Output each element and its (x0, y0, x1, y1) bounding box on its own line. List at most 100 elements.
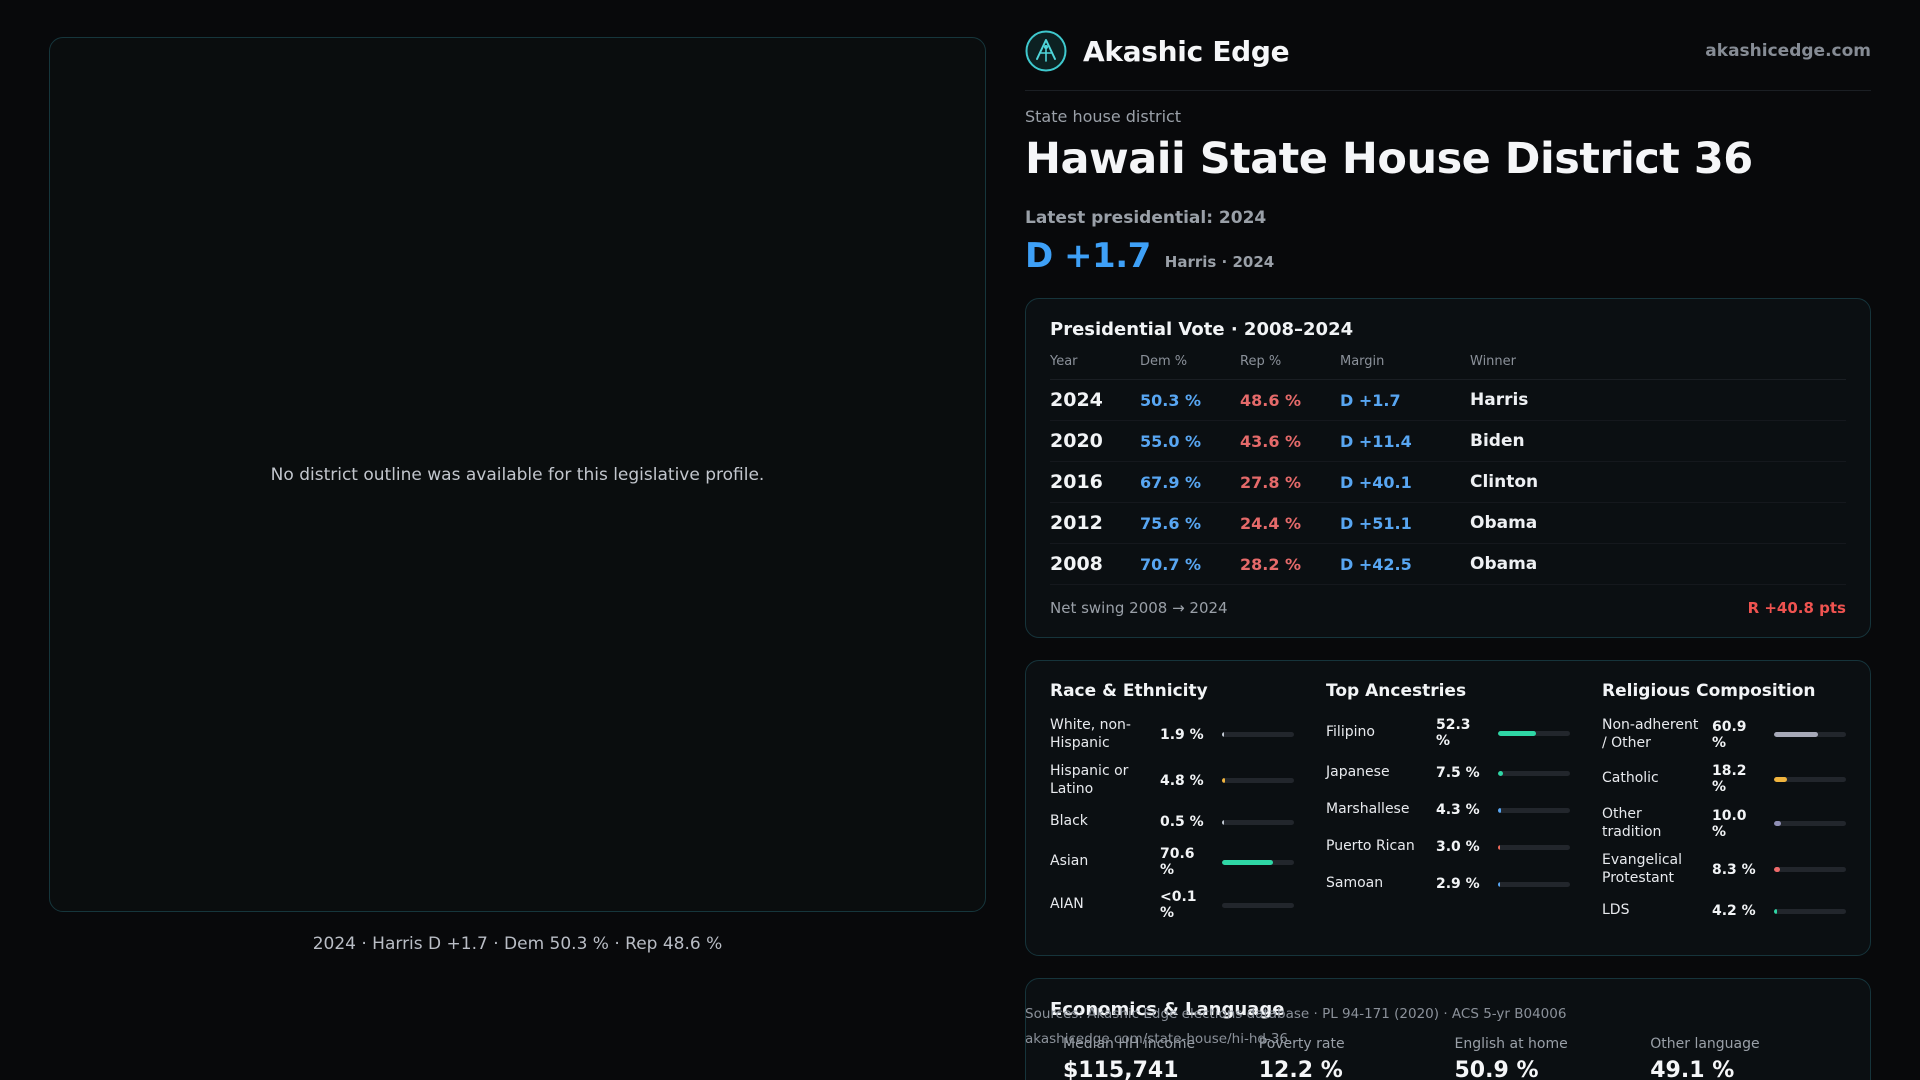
table-body: 2024 50.3 % 48.6 % D +1.7 Harris 2020 55… (1050, 380, 1846, 585)
demo-bar (1222, 902, 1294, 908)
presidential-vote-card: Presidential Vote · 2008–2024 Year Dem %… (1025, 298, 1871, 638)
stat-label: Other language (1650, 1036, 1760, 1052)
demo-bar (1222, 859, 1294, 865)
cell-rep: 43.6 % (1240, 431, 1302, 451)
table-row: 2008 70.7 % 28.2 % D +42.5 Obama (1050, 544, 1846, 585)
cell-margin: D +40.1 (1340, 472, 1412, 492)
district-map-panel: No district outline was available for th… (49, 37, 986, 912)
demo-row: Samoan 2.9 % (1326, 871, 1570, 897)
demo-bar (1774, 821, 1846, 826)
cell-rep: 28.2 % (1240, 554, 1302, 574)
cell-dem: 67.9 % (1140, 472, 1202, 492)
headline-margin: D +1.7 Harris · 2024 (1025, 236, 1871, 276)
demo-value: 2.9 % (1436, 876, 1480, 892)
net-swing-value: R +40.8 pts (1747, 599, 1846, 617)
cell-margin: D +1.7 (1340, 390, 1401, 410)
table-header-row: Year Dem % Rep % Margin Winner (1050, 354, 1846, 380)
stat-block: Median HH income $115,741 (1063, 1036, 1259, 1080)
demo-row: Non-adherent / Other 60.9 % (1602, 717, 1846, 752)
demo-row: AIAN <0.1 % (1050, 889, 1294, 921)
latest-presidential-label: Latest presidential: 2024 (1025, 208, 1267, 228)
cell-year: 2016 (1050, 471, 1103, 493)
table-row: 2016 67.9 % 27.8 % D +40.1 Clinton (1050, 462, 1846, 503)
demo-bar (1774, 867, 1846, 872)
demo-bar-fill (1222, 859, 1273, 865)
demo-bar-fill (1774, 867, 1780, 872)
net-swing-label: Net swing 2008 → 2024 (1050, 599, 1228, 617)
demo-label: Black (1050, 813, 1088, 830)
demo-bar (1774, 908, 1846, 914)
demo-value: 0.5 % (1160, 814, 1204, 830)
cell-winner: Obama (1470, 513, 1538, 533)
cell-rep: 48.6 % (1240, 390, 1302, 410)
col-year: Year (1050, 354, 1078, 369)
stat-label: Median HH income (1063, 1036, 1196, 1052)
sources-url[interactable]: akashicedge.com/state-house/hi-hd-36 (1025, 1031, 1288, 1048)
demo-label: Other tradition (1602, 806, 1662, 840)
demo-label: Hispanic or Latino (1050, 763, 1129, 797)
religion-title: Religious Composition (1602, 681, 1816, 701)
map-region: No district outline was available for th… (49, 37, 986, 954)
religion-column: Religious Composition Non-adherent / Oth… (1602, 681, 1846, 935)
stat-label: Poverty rate (1258, 1036, 1345, 1052)
demo-bar (1774, 776, 1846, 782)
demo-row: White, non-Hispanic 1.9 % (1050, 717, 1294, 752)
demo-row: Japanese 7.5 % (1326, 760, 1570, 786)
demo-value: 7.5 % (1436, 765, 1480, 781)
demo-label: Asian (1050, 853, 1089, 870)
cell-rep: 24.4 % (1240, 513, 1302, 533)
demo-bar-fill (1774, 776, 1788, 782)
demo-row: Asian 70.6 % (1050, 846, 1294, 878)
cell-year: 2020 (1050, 430, 1103, 452)
demo-row: Marshallese 4.3 % (1326, 797, 1570, 823)
demo-value: 4.3 % (1436, 802, 1480, 818)
demo-row: Hispanic or Latino 4.8 % (1050, 763, 1294, 798)
col-rep: Rep % (1240, 354, 1282, 369)
col-dem: Dem % (1140, 354, 1188, 369)
economics-title: Economics & Language (1050, 999, 1285, 1020)
map-empty-message: No district outline was available for th… (270, 464, 765, 485)
demo-value: 1.9 % (1160, 726, 1204, 743)
race-rows: White, non-Hispanic 1.9 % Hispanic or La… (1050, 717, 1294, 921)
brand-domain-link[interactable]: akashicedge.com (1705, 41, 1871, 61)
stat-label: English at home (1454, 1036, 1568, 1052)
demo-bar (1498, 844, 1570, 850)
demo-row: Catholic 18.2 % (1602, 763, 1846, 795)
demo-label: Evangelical Protestant (1602, 852, 1683, 886)
header: Akashic Edge akashicedge.com (1025, 0, 1871, 91)
demo-bar-fill (1222, 778, 1226, 783)
stat-block: Poverty rate 12.2 % (1259, 1036, 1455, 1080)
cell-winner: Harris (1470, 390, 1529, 410)
demo-value: 10.0 % (1712, 807, 1747, 840)
stat-value: 50.9 % (1454, 1058, 1539, 1080)
demo-bar-fill (1498, 881, 1501, 887)
demo-value: 18.2 % (1712, 763, 1747, 795)
headline-margin-value: D +1.7 (1025, 236, 1151, 276)
brand-name: Akashic Edge (1083, 34, 1290, 68)
district-kicker: State house district (1025, 107, 1182, 126)
race-ethnicity-title: Race & Ethnicity (1050, 681, 1208, 701)
cell-year: 2008 (1050, 553, 1103, 575)
demo-value: 3.0 % (1436, 839, 1480, 855)
demo-bar (1222, 778, 1294, 783)
demo-label: Japanese (1326, 764, 1390, 781)
demo-row: LDS 4.2 % (1602, 898, 1846, 924)
demo-row: Puerto Rican 3.0 % (1326, 834, 1570, 860)
map-caption: 2024 · Harris D +1.7 · Dem 50.3 % · Rep … (312, 934, 723, 954)
demo-label: Filipino (1326, 724, 1375, 741)
demo-bar-fill (1774, 908, 1778, 914)
demo-label: AIAN (1050, 896, 1084, 913)
demo-bar (1498, 881, 1570, 887)
cell-year: 2012 (1050, 512, 1103, 534)
page-title: Hawaii State House District 36 (1025, 134, 1753, 184)
demo-bar-fill (1774, 821, 1782, 826)
sources-footer: Sources: Akashic Edge elections database… (1025, 1006, 1871, 1047)
cell-year: 2024 (1050, 389, 1103, 411)
ancestry-rows: Filipino 52.3 % Japanese 7.5 % Marshalle (1326, 717, 1570, 897)
demo-bar-fill (1498, 807, 1502, 813)
demo-bar (1498, 807, 1570, 813)
demo-bar-fill (1222, 819, 1224, 825)
demo-bar-fill (1774, 732, 1818, 737)
demographics-grid: Race & Ethnicity White, non-Hispanic 1.9… (1050, 681, 1846, 935)
demo-row: Other tradition 10.0 % (1602, 806, 1846, 841)
